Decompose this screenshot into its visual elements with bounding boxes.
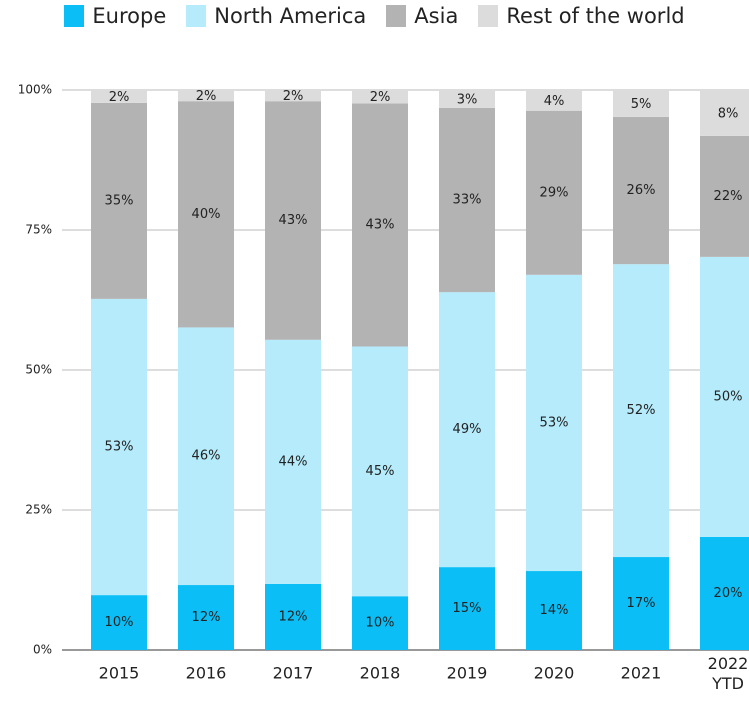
data-label: 5% bbox=[631, 97, 652, 112]
data-label: 29% bbox=[540, 185, 569, 200]
legend-swatch bbox=[386, 5, 407, 27]
data-label: 12% bbox=[192, 610, 221, 625]
legend-swatch bbox=[478, 5, 499, 27]
bar-segment bbox=[526, 90, 582, 111]
bar-segment bbox=[91, 90, 147, 103]
x-tick-label: 2021 bbox=[621, 664, 662, 683]
x-tick-label: 2022 YTD bbox=[708, 654, 749, 693]
y-tick-label: 0% bbox=[33, 643, 52, 657]
bar-segment bbox=[439, 567, 495, 650]
legend-swatch bbox=[186, 5, 207, 27]
bar-segment bbox=[700, 135, 749, 257]
bar-segment bbox=[178, 90, 234, 102]
bar-segment bbox=[700, 536, 749, 650]
legend-item: Asia bbox=[386, 4, 458, 28]
bar-segment bbox=[178, 101, 234, 328]
bar-segment bbox=[526, 571, 582, 650]
data-label: 50% bbox=[714, 389, 743, 404]
data-label: 53% bbox=[540, 415, 569, 430]
data-label: 12% bbox=[279, 609, 308, 624]
data-label: 17% bbox=[627, 596, 656, 611]
legend: Europe North America Asia Rest of the world bbox=[0, 4, 749, 28]
bar-segment bbox=[178, 585, 234, 650]
data-label: 43% bbox=[366, 217, 395, 232]
bar-segment bbox=[439, 292, 495, 568]
bar-segment bbox=[91, 102, 147, 299]
data-label: 15% bbox=[453, 601, 482, 616]
data-label: 46% bbox=[192, 449, 221, 464]
y-tick-label: 75% bbox=[25, 223, 52, 237]
y-tick-label: 50% bbox=[25, 363, 52, 377]
legend-label: Asia bbox=[414, 4, 459, 28]
data-label: 45% bbox=[366, 464, 395, 479]
x-tick-label: 2019 bbox=[447, 664, 488, 683]
data-label: 33% bbox=[453, 193, 482, 208]
data-label: 10% bbox=[366, 616, 395, 631]
data-label: 20% bbox=[714, 586, 743, 601]
bar-segment bbox=[613, 116, 669, 265]
data-label: 3% bbox=[457, 92, 478, 107]
data-label: 8% bbox=[718, 106, 739, 121]
data-label: 35% bbox=[105, 193, 134, 208]
bar-segment bbox=[265, 583, 321, 650]
bar-segment bbox=[439, 107, 495, 293]
bar-segment bbox=[352, 346, 408, 597]
x-tick-label: 2015 bbox=[99, 664, 140, 683]
bar-segment bbox=[613, 90, 669, 117]
data-label: 53% bbox=[105, 440, 134, 455]
data-label: 40% bbox=[192, 207, 221, 222]
data-label: 14% bbox=[540, 603, 569, 618]
x-tick-label: 2017 bbox=[273, 664, 314, 683]
bar-segment bbox=[439, 90, 495, 108]
legend-item: North America bbox=[186, 4, 366, 28]
bar-segment bbox=[352, 103, 408, 347]
data-label: 26% bbox=[627, 183, 656, 198]
bar-segment bbox=[526, 110, 582, 275]
data-label: 10% bbox=[105, 615, 134, 630]
legend-item: Europe bbox=[64, 4, 166, 28]
bar-segment bbox=[91, 298, 147, 596]
bar-segment bbox=[265, 90, 321, 102]
x-tick-label: 2016 bbox=[186, 664, 227, 683]
bar-segment bbox=[352, 90, 408, 104]
x-tick-label: 2020 bbox=[534, 664, 575, 683]
bar-segment bbox=[265, 101, 321, 340]
data-label: 22% bbox=[714, 189, 743, 204]
bar-segment bbox=[613, 557, 669, 650]
data-label: 4% bbox=[544, 94, 565, 109]
bar-segment bbox=[700, 256, 749, 537]
legend-label: Europe bbox=[92, 4, 167, 28]
data-label: 2% bbox=[283, 89, 304, 104]
bar-segment bbox=[700, 90, 749, 136]
data-label: 43% bbox=[279, 213, 308, 228]
y-tick-label: 25% bbox=[25, 503, 52, 517]
bar-segment bbox=[91, 595, 147, 650]
legend-swatch bbox=[64, 5, 85, 27]
data-label: 49% bbox=[453, 422, 482, 437]
legend-label: North America bbox=[214, 4, 367, 28]
data-label: 2% bbox=[370, 90, 391, 105]
bar-segment bbox=[178, 327, 234, 586]
legend-item: Rest of the world bbox=[478, 4, 685, 28]
data-label: 2% bbox=[196, 89, 217, 104]
bar-segment bbox=[265, 339, 321, 584]
data-label: 44% bbox=[279, 454, 308, 469]
bar-segment bbox=[526, 274, 582, 572]
data-label: 52% bbox=[627, 403, 656, 418]
bar-segment bbox=[352, 596, 408, 650]
legend-label: Rest of the world bbox=[506, 4, 685, 28]
y-tick-label: 100% bbox=[18, 83, 52, 97]
x-tick-label: 2018 bbox=[360, 664, 401, 683]
data-label: 2% bbox=[109, 90, 130, 105]
bar-segment bbox=[613, 264, 669, 558]
